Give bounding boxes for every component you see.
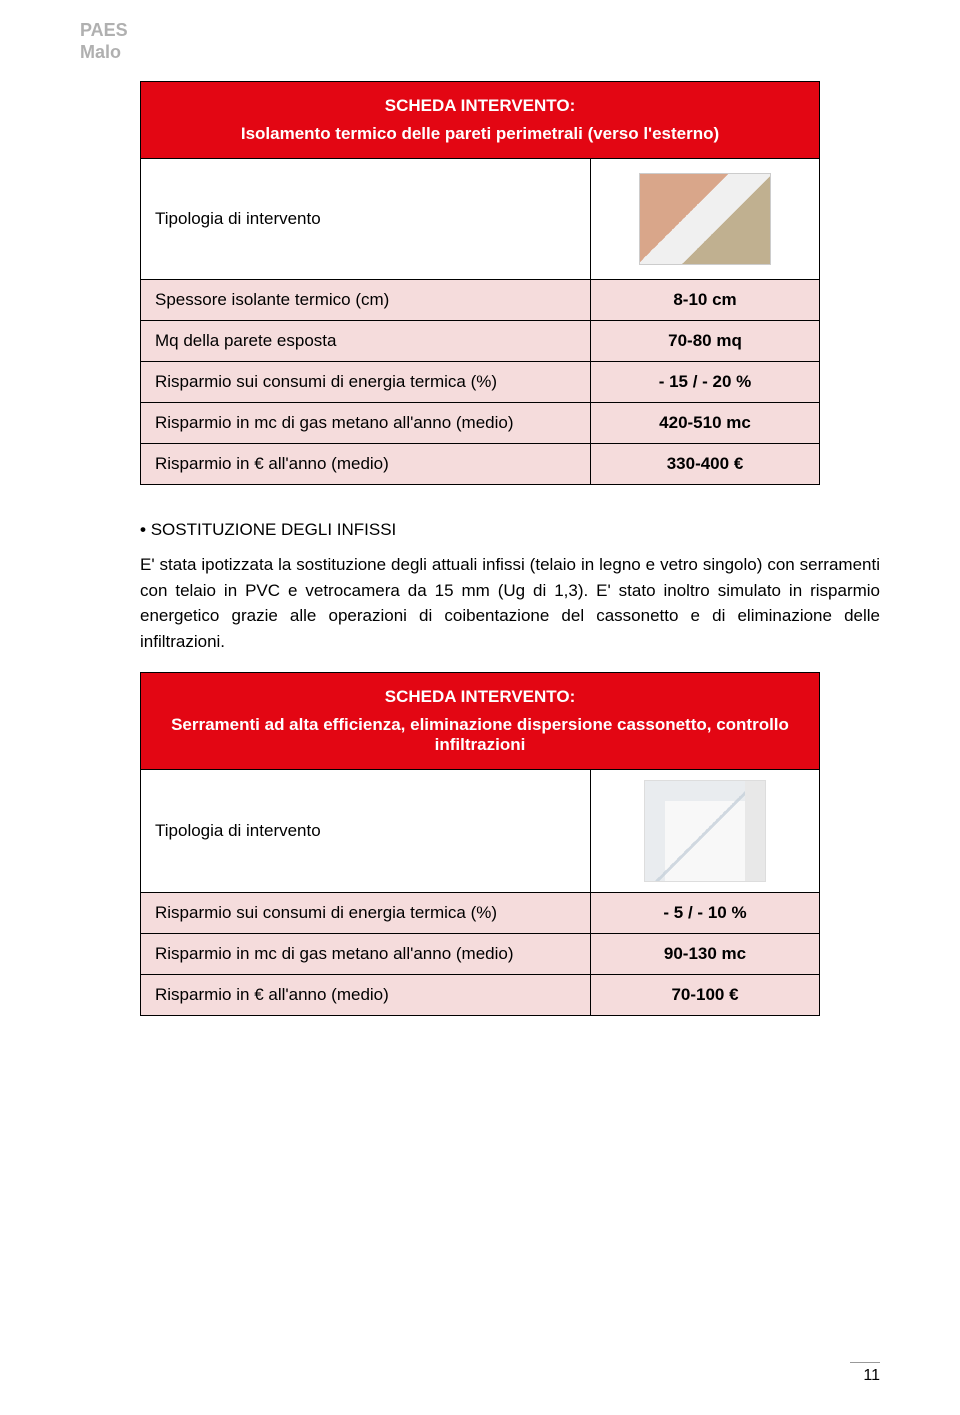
table1-row3-label: Risparmio sui consumi di energia termica… xyxy=(141,362,591,403)
table1-row2-value: 70-80 mq xyxy=(591,321,820,362)
table1-header: SCHEDA INTERVENTO: Isolamento termico de… xyxy=(141,82,820,159)
table1-row4-label: Risparmio in mc di gas metano all'anno (… xyxy=(141,403,591,444)
section-title: SOSTITUZIONE DEGLI INFISSI xyxy=(140,520,880,540)
window-frame-icon xyxy=(644,780,766,882)
table2-header-line2: Serramenti ad alta efficienza, eliminazi… xyxy=(151,715,809,755)
document-header: PAES Malo xyxy=(80,20,880,63)
table1-row4-value: 420-510 mc xyxy=(591,403,820,444)
table1-row2-label: Mq della parete esposta xyxy=(141,321,591,362)
table1-row3-value: - 15 / - 20 % xyxy=(591,362,820,403)
table2-row2-value: 90-130 mc xyxy=(591,934,820,975)
table1-row0-image-cell xyxy=(591,159,820,280)
table1-row5-value: 330-400 € xyxy=(591,444,820,485)
table2-header-line1: SCHEDA INTERVENTO: xyxy=(385,687,576,706)
wall-insulation-icon xyxy=(639,173,771,265)
table1-row0-label: Tipologia di intervento xyxy=(141,159,591,280)
section-sostituzione: SOSTITUZIONE DEGLI INFISSI E' stata ipot… xyxy=(140,520,880,654)
table2-row3-value: 70-100 € xyxy=(591,975,820,1016)
header-line1: PAES xyxy=(80,20,880,42)
section-body: E' stata ipotizzata la sostituzione degl… xyxy=(140,552,880,654)
table1-row1-label: Spessore isolante termico (cm) xyxy=(141,280,591,321)
table2-header: SCHEDA INTERVENTO: Serramenti ad alta ef… xyxy=(141,673,820,770)
page-number: 11 xyxy=(850,1362,880,1385)
table2-row0-label: Tipologia di intervento xyxy=(141,770,591,893)
table2-row2-label: Risparmio in mc di gas metano all'anno (… xyxy=(141,934,591,975)
table1-header-line2: Isolamento termico delle pareti perimetr… xyxy=(151,124,809,144)
header-line2: Malo xyxy=(80,42,880,64)
intervention-table-2: SCHEDA INTERVENTO: Serramenti ad alta ef… xyxy=(140,672,820,1016)
table2-row1-label: Risparmio sui consumi di energia termica… xyxy=(141,893,591,934)
table1-header-line1: SCHEDA INTERVENTO: xyxy=(385,96,576,115)
table2-row1-value: - 5 / - 10 % xyxy=(591,893,820,934)
table1-row5-label: Risparmio in € all'anno (medio) xyxy=(141,444,591,485)
page: PAES Malo SCHEDA INTERVENTO: Isolamento … xyxy=(0,0,960,1415)
table1-row1-value: 8-10 cm xyxy=(591,280,820,321)
intervention-table-1: SCHEDA INTERVENTO: Isolamento termico de… xyxy=(140,81,820,485)
table2-row3-label: Risparmio in € all'anno (medio) xyxy=(141,975,591,1016)
table2-row0-image-cell xyxy=(591,770,820,893)
